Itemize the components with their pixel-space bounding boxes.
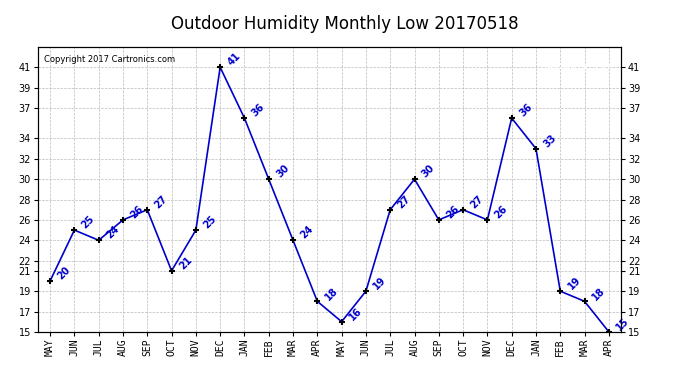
Text: 25: 25 — [80, 214, 97, 231]
Text: 33: 33 — [542, 133, 558, 149]
Text: 16: 16 — [347, 306, 364, 322]
Text: 21: 21 — [177, 255, 194, 272]
Text: 27: 27 — [152, 194, 170, 210]
Text: 26: 26 — [128, 204, 145, 220]
Text: 18: 18 — [323, 285, 339, 302]
Text: 20: 20 — [56, 265, 72, 282]
Text: Humidity (%): Humidity (%) — [541, 61, 611, 70]
Text: Outdoor Humidity Monthly Low 20170518: Outdoor Humidity Monthly Low 20170518 — [171, 15, 519, 33]
Text: 26: 26 — [444, 204, 461, 220]
Text: 19: 19 — [371, 275, 388, 292]
Text: Copyright 2017 Cartronics.com: Copyright 2017 Cartronics.com — [43, 56, 175, 64]
Text: 36: 36 — [518, 102, 534, 119]
Text: 27: 27 — [469, 194, 485, 210]
Text: 41: 41 — [226, 51, 242, 68]
Text: 24: 24 — [299, 224, 315, 241]
Text: 24: 24 — [104, 224, 121, 241]
Text: 19: 19 — [566, 275, 582, 292]
Text: 26: 26 — [493, 204, 509, 220]
Text: 18: 18 — [590, 285, 607, 302]
Text: 30: 30 — [275, 163, 291, 180]
Text: 36: 36 — [250, 102, 266, 119]
Text: 25: 25 — [201, 214, 218, 231]
Text: 27: 27 — [396, 194, 413, 210]
Text: 30: 30 — [420, 163, 437, 180]
Text: 15: 15 — [614, 316, 631, 333]
